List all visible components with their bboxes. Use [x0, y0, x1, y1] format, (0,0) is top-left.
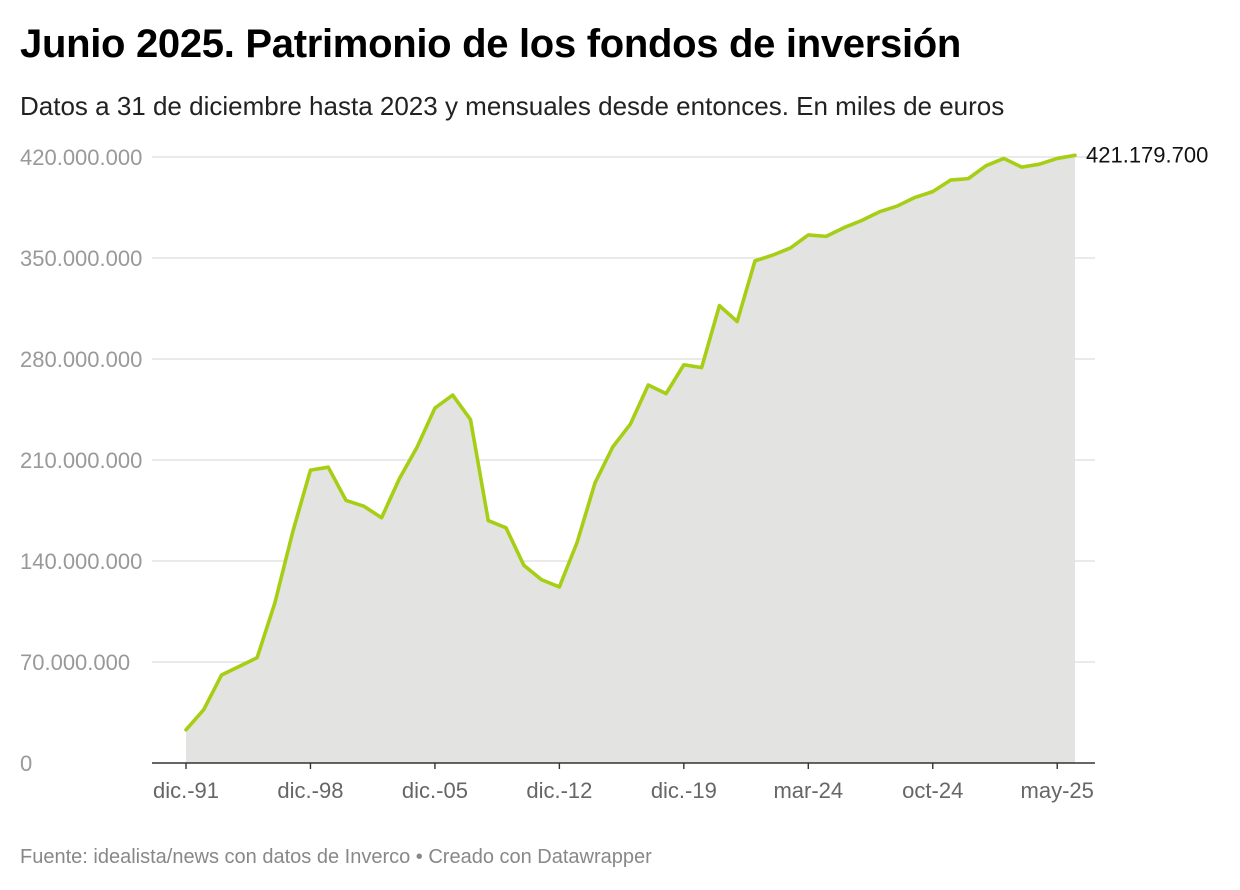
y-tick-label: 70.000.000 — [20, 650, 130, 675]
x-tick-label: may-25 — [1021, 778, 1094, 803]
x-tick-label: mar-24 — [773, 778, 843, 803]
area-fill-layer — [186, 155, 1075, 764]
area-fill — [186, 155, 1075, 764]
last-value-label: 421.179.700 — [1086, 142, 1208, 167]
y-tick-label: 210.000.000 — [20, 448, 142, 473]
area-chart: 0 70.000.000 140.000.000 210.000.000 280.000… — [20, 142, 1208, 803]
series-line-patrimonio — [184, 153, 1077, 732]
x-tick-label: dic.-12 — [526, 778, 592, 803]
tick-labels: 0 70.000.000 140.000.000 210.000.000 280.000… — [20, 142, 1208, 803]
x-tick-label: dic.-91 — [153, 778, 219, 803]
y-tick-label: 420.000.000 — [20, 145, 142, 170]
axes — [152, 762, 1095, 769]
y-tick-label: 280.000.000 — [20, 347, 142, 372]
x-tick-label: dic.-19 — [651, 778, 717, 803]
y-tick-label: 0 — [20, 751, 32, 776]
chart-title: Junio 2025. Patrimonio de los fondos de … — [20, 22, 962, 66]
x-tick-label: dic.-05 — [402, 778, 468, 803]
y-tick-label: 350.000.000 — [20, 246, 142, 271]
series-line-layer — [184, 153, 1077, 732]
chart-subtitle: Datos a 31 de diciembre hasta 2023 y men… — [20, 91, 1005, 121]
x-tick-label: dic.-98 — [277, 778, 343, 803]
source-footer: Fuente: idealista/news con datos de Inve… — [20, 846, 652, 868]
x-tick-label: oct-24 — [902, 778, 963, 803]
y-tick-label: 140.000.000 — [20, 549, 142, 574]
